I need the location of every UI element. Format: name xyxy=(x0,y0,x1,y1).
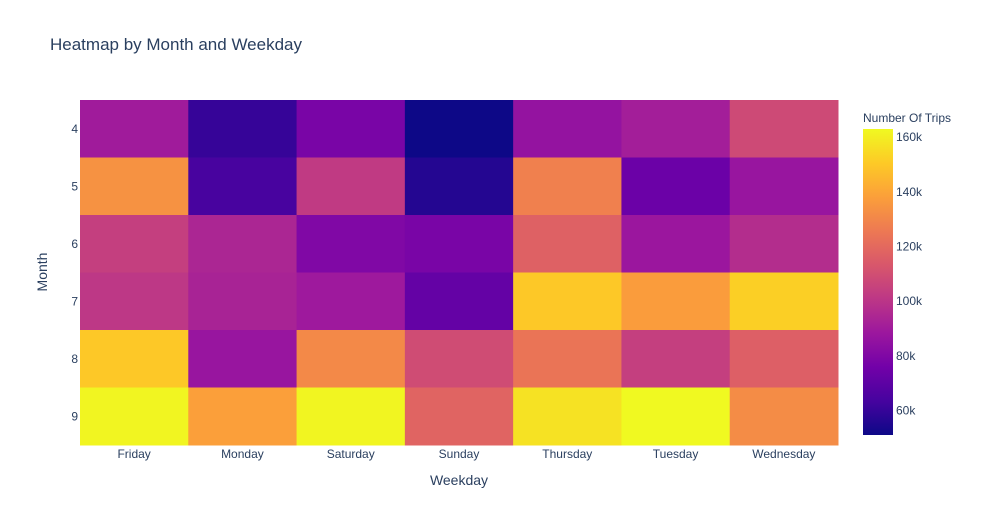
y-tick-label: 5 xyxy=(71,179,78,193)
heatmap-cell-7-thursday xyxy=(513,272,622,331)
heatmap-cell-6-thursday xyxy=(513,215,622,273)
x-axis-ticks: Friday Monday Saturday Sunday Thursday Tuesda… xyxy=(117,447,815,461)
heatmap-cell-6-monday xyxy=(188,215,298,273)
x-tick-label: Thursday xyxy=(542,447,592,461)
heatmap-cell-8-friday xyxy=(80,330,189,388)
heatmap-cells xyxy=(80,100,839,446)
y-tick-label: 7 xyxy=(71,294,78,308)
heatmap-cell-6-wednesday xyxy=(729,215,839,273)
heatmap-cell-8-saturday xyxy=(296,330,406,388)
chart-title: Heatmap by Month and Weekday xyxy=(50,35,302,54)
heatmap-cell-8-wednesday xyxy=(729,330,839,388)
heatmap-cell-4-wednesday xyxy=(729,100,839,158)
heatmap-cell-5-monday xyxy=(188,157,298,216)
colorbar-title: Number Of Trips xyxy=(863,111,951,125)
x-axis-title: Weekday xyxy=(430,472,488,488)
heatmap-cell-9-friday xyxy=(80,387,189,446)
x-tick-label: Friday xyxy=(117,447,150,461)
heatmap-cell-6-sunday xyxy=(404,215,514,273)
heatmap-cell-4-friday xyxy=(80,100,189,158)
heatmap-cell-6-friday xyxy=(80,215,189,273)
y-axis-ticks: 4 5 6 7 8 9 xyxy=(71,122,78,424)
colorbar-ticks: 60k 80k 100k 120k 140k 160k xyxy=(896,130,923,417)
heatmap-cell-7-monday xyxy=(188,272,298,331)
heatmap-cell-7-saturday xyxy=(296,272,406,331)
colorbar-tick-label: 140k xyxy=(896,185,923,199)
heatmap-cell-9-wednesday xyxy=(729,387,839,446)
heatmap-cell-9-sunday xyxy=(404,387,514,446)
heatmap-cell-8-sunday xyxy=(404,330,514,388)
colorbar-tick-label: 100k xyxy=(896,294,923,308)
heatmap-cell-5-wednesday xyxy=(729,157,839,216)
heatmap-cell-9-monday xyxy=(188,387,298,446)
heatmap-cell-7-sunday xyxy=(404,272,514,331)
y-tick-label: 6 xyxy=(71,237,78,251)
x-tick-label: Monday xyxy=(221,447,264,461)
heatmap-cell-4-tuesday xyxy=(621,100,731,158)
colorbar-gradient xyxy=(863,129,893,435)
heatmap-cell-9-saturday xyxy=(296,387,406,446)
heatmap-cell-5-saturday xyxy=(296,157,406,216)
heatmap-cell-8-tuesday xyxy=(621,330,731,388)
heatmap-cell-4-thursday xyxy=(513,100,622,158)
x-tick-label: Sunday xyxy=(439,447,480,461)
colorbar-tick-label: 60k xyxy=(896,403,916,417)
colorbar-tick-label: 80k xyxy=(896,349,916,363)
heatmap-cell-6-saturday xyxy=(296,215,406,273)
x-tick-label: Saturday xyxy=(327,447,375,461)
heatmap-cell-9-thursday xyxy=(513,387,622,446)
y-tick-label: 9 xyxy=(71,409,78,423)
heatmap-cell-5-thursday xyxy=(513,157,622,216)
heatmap-cell-8-thursday xyxy=(513,330,622,388)
x-tick-label: Wednesday xyxy=(752,447,815,461)
heatmap-cell-5-sunday xyxy=(404,157,514,216)
y-tick-label: 8 xyxy=(71,352,78,366)
heatmap-cell-5-friday xyxy=(80,157,189,216)
colorbar-tick-label: 160k xyxy=(896,130,923,144)
heatmap-cell-7-friday xyxy=(80,272,189,331)
colorbar: Number Of Trips 60k 80k 100k 120k 140k 160k xyxy=(863,111,951,435)
x-tick-label: Tuesday xyxy=(653,447,699,461)
heatmap-cell-8-monday xyxy=(188,330,298,388)
colorbar-tick-label: 120k xyxy=(896,239,923,253)
heatmap-cell-4-monday xyxy=(188,100,298,158)
heatmap-cell-4-sunday xyxy=(404,100,514,158)
heatmap-cell-7-tuesday xyxy=(621,272,731,331)
y-tick-label: 4 xyxy=(71,122,78,136)
heatmap-cell-6-tuesday xyxy=(621,215,731,273)
heatmap-cell-9-tuesday xyxy=(621,387,731,446)
heatmap-cell-7-wednesday xyxy=(729,272,839,331)
y-axis-title: Month xyxy=(34,253,50,292)
heatmap-cell-4-saturday xyxy=(296,100,406,158)
heatmap-cell-5-tuesday xyxy=(621,157,731,216)
